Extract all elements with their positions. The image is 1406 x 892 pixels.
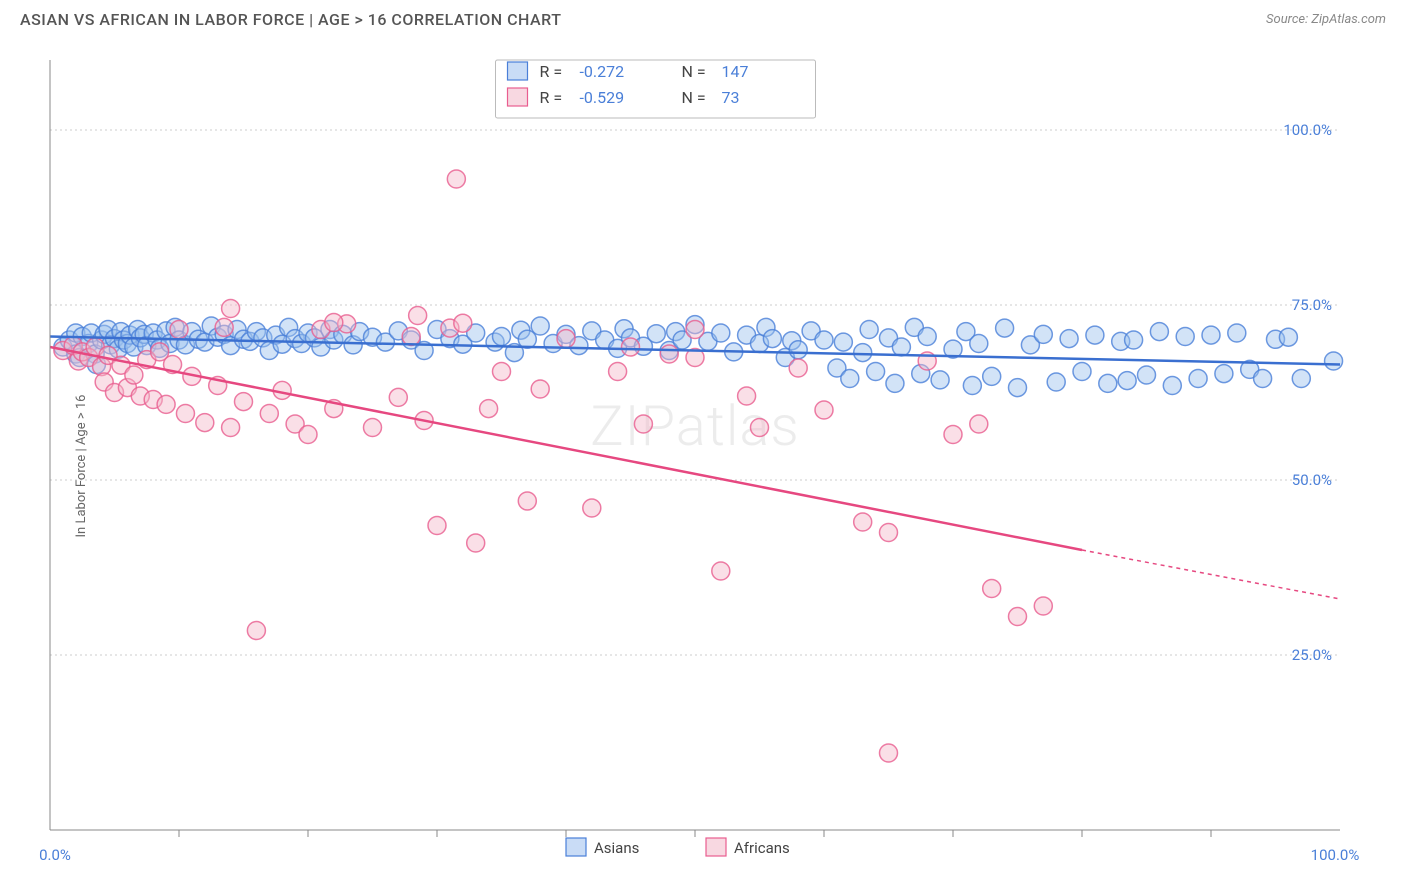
svg-text:R =: R = [540, 62, 563, 81]
svg-text:R =: R = [540, 88, 563, 107]
svg-text:50.0%: 50.0% [1292, 471, 1332, 489]
svg-text:-0.272: -0.272 [580, 62, 625, 81]
svg-text:N =: N = [682, 88, 706, 107]
source-label: Source: ZipAtlas.com [1266, 12, 1386, 27]
svg-text:147: 147 [722, 62, 749, 81]
svg-text:Africans: Africans [734, 839, 790, 857]
svg-text:0.0%: 0.0% [39, 846, 71, 864]
svg-text:73: 73 [722, 88, 740, 107]
scatter-chart: 25.0%50.0%75.0%100.0%ZIPatlas0.0%100.0%R… [0, 40, 1406, 892]
svg-text:Asians: Asians [594, 839, 639, 857]
svg-text:N =: N = [682, 62, 706, 81]
svg-text:75.0%: 75.0% [1292, 296, 1332, 314]
svg-text:25.0%: 25.0% [1292, 646, 1332, 664]
svg-text:100.0%: 100.0% [1311, 846, 1360, 864]
svg-text:-0.529: -0.529 [580, 88, 625, 107]
svg-text:100.0%: 100.0% [1283, 121, 1332, 139]
y-axis-label: In Labor Force | Age > 16 [74, 395, 89, 538]
chart-area: In Labor Force | Age > 16 25.0% 50.0% 75.0… [0, 40, 1406, 892]
chart-title: ASIAN VS AFRICAN IN LABOR FORCE | AGE > … [20, 10, 561, 29]
